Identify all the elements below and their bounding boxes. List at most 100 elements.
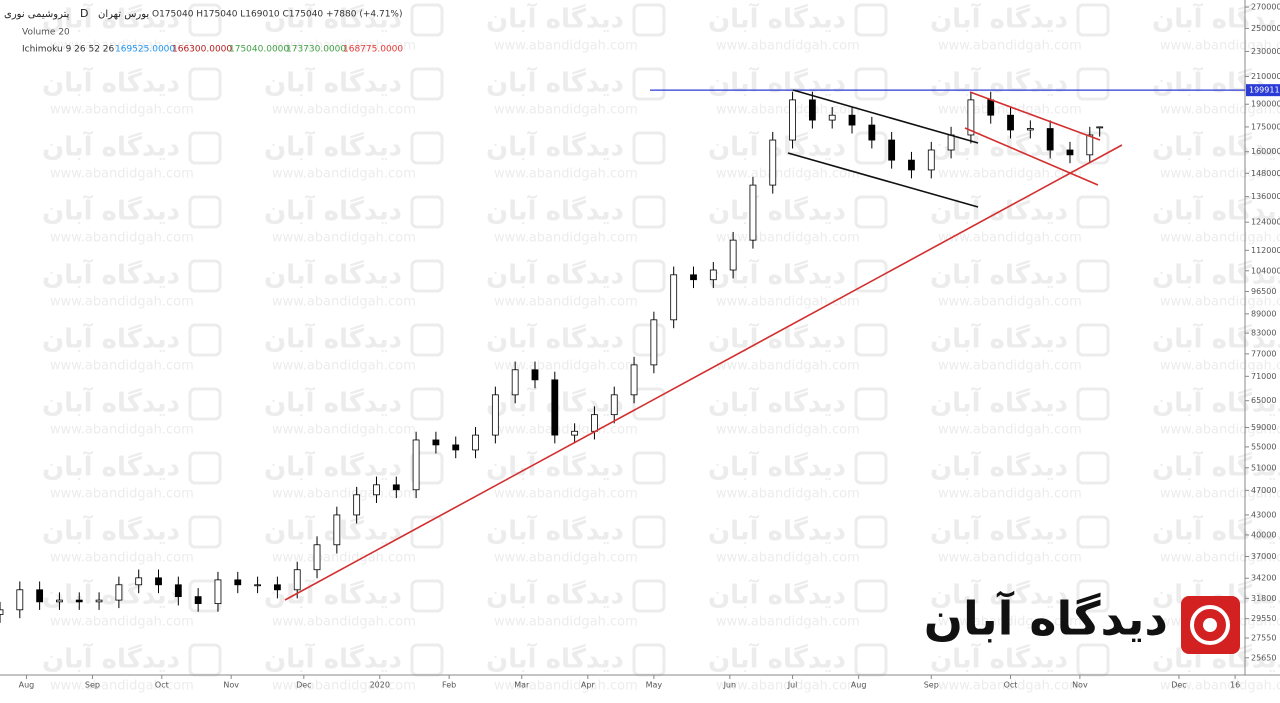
exchange: بورس تهران (98, 9, 149, 20)
watermark-brand: دیدگاه آبان (708, 323, 846, 355)
watermark-brand: دیدگاه آبان (264, 323, 402, 355)
y-tick-label: 65000 (1251, 396, 1276, 405)
watermark-icon (854, 259, 888, 293)
candle-body (174, 584, 182, 598)
watermarks: دیدگاه آبان www.abandidgah.com دیدگاه آبان… (42, 3, 1280, 694)
watermark-url: www.abandidgah.com (716, 551, 860, 566)
candle-body (511, 369, 519, 396)
watermark-url: www.abandidgah.com (50, 679, 194, 694)
y-tick-label: 83000 (1251, 329, 1276, 338)
watermark-url: www.abandidgah.com (1160, 231, 1280, 246)
watermark-brand: دیدگاه آبان (42, 643, 180, 675)
symbol: پتروشیمی نوری (4, 9, 70, 20)
logo-text: دیدگاه آبان (924, 591, 1168, 646)
x-tick-label: Dec (1171, 681, 1186, 690)
y-tick-label: 47000 (1251, 486, 1276, 495)
candle-body (630, 364, 638, 396)
watermark-url: www.abandidgah.com (1160, 39, 1280, 54)
watermark-brand: دیدگاه آبان (1152, 451, 1280, 483)
watermark-icon (632, 387, 666, 421)
x-tick-label: Aug (851, 681, 867, 690)
ichimoku-value: 175040.0000 (229, 45, 289, 55)
watermark-url: www.abandidgah.com (494, 551, 638, 566)
watermark-icon (632, 3, 666, 37)
watermark-url: www.abandidgah.com (938, 167, 1082, 182)
watermark-icon (854, 195, 888, 229)
watermark-icon (188, 387, 222, 421)
watermark-icon (1076, 195, 1110, 229)
trend-line (969, 91, 1101, 141)
candle-body (392, 484, 400, 491)
watermark-url: www.abandidgah.com (1160, 423, 1280, 438)
watermark-icon (188, 451, 222, 485)
watermark-brand: دیدگاه آبان (708, 643, 846, 675)
watermark-brand: دیدگاه آبان (42, 67, 180, 99)
watermark-url: www.abandidgah.com (494, 231, 638, 246)
watermark-brand: دیدگاه آبان (264, 67, 402, 99)
watermark-url: www.abandidgah.com (716, 423, 860, 438)
x-tick-label: Dec (296, 681, 311, 690)
watermark-brand: دیدگاه آبان (486, 131, 624, 163)
watermark-icon (632, 323, 666, 357)
y-tick-label: 40000 (1251, 530, 1276, 539)
watermark-brand: دیدگاه آبان (930, 579, 1068, 611)
watermark-icon (188, 195, 222, 229)
x-tick-label: Feb (442, 681, 456, 690)
x-tick-label: Aug (19, 681, 35, 690)
x-tick-label: Sep (85, 681, 100, 690)
watermark-icon (632, 643, 666, 677)
watermark-brand: دیدگاه آبان (264, 515, 402, 547)
candle-body (135, 577, 143, 586)
watermark-url: www.abandidgah.com (716, 39, 860, 54)
ichimoku-value: 166300.0000 (172, 45, 232, 55)
candle-body (95, 599, 103, 603)
y-tick-label: 136000 (1251, 192, 1280, 201)
watermark-icon (410, 259, 444, 293)
watermark-brand: دیدگاه آبان (42, 387, 180, 419)
watermark-brand: دیدگاه آبان (708, 515, 846, 547)
watermark-brand: دیدگاه آبان (264, 451, 402, 483)
watermark-brand: دیدگاه آبان (486, 3, 624, 35)
y-tick-label: 230000 (1251, 47, 1280, 56)
candle-body (491, 394, 499, 436)
candle-body (868, 124, 876, 141)
y-tick-label: 29550 (1251, 614, 1276, 623)
candle-body (155, 577, 162, 586)
y-tick-label: 77000 (1251, 349, 1276, 358)
watermark-url: www.abandidgah.com (272, 551, 416, 566)
candle-body (789, 99, 796, 141)
watermark-url: www.abandidgah.com (716, 103, 860, 118)
watermark-brand: دیدگاه آبان (1152, 323, 1280, 355)
watermark-icon (410, 323, 444, 357)
candle-body (234, 579, 242, 586)
watermark-url: www.abandidgah.com (494, 39, 638, 54)
watermark-icon (410, 131, 444, 165)
watermark-url: www.abandidgah.com (1160, 359, 1280, 374)
candle-body (1026, 128, 1034, 131)
watermark-brand: دیدگاه آبان (42, 195, 180, 227)
watermark-url: www.abandidgah.com (1160, 103, 1280, 118)
watermark-url: www.abandidgah.com (272, 679, 416, 694)
candle-body (1086, 134, 1094, 156)
candle-body (373, 484, 380, 496)
watermark-url: www.abandidgah.com (938, 231, 1082, 246)
y-tick-label: 51000 (1251, 463, 1276, 472)
candle-body (888, 139, 896, 161)
watermark-icon (854, 515, 888, 549)
watermark-brand: دیدگاه آبان (264, 131, 402, 163)
watermark-url: www.abandidgah.com (938, 359, 1082, 374)
candle-body (610, 394, 618, 416)
logo: دیدگاه آبان (924, 591, 1240, 654)
candle-body (749, 184, 757, 241)
watermark-url: www.abandidgah.com (50, 359, 194, 374)
axes: 270000 250000 230000 210000 190000 175000 1600… (19, 3, 1280, 690)
watermark-url: www.abandidgah.com (50, 487, 194, 502)
candle-body (1046, 128, 1054, 151)
watermark-brand: دیدگاه آبان (486, 323, 624, 355)
watermark-icon (1076, 67, 1110, 101)
watermark-icon (188, 515, 222, 549)
watermark-brand: دیدگاه آبان (486, 195, 624, 227)
x-tick-label: Mar (514, 681, 530, 690)
y-tick-label: 175000 (1251, 122, 1280, 131)
